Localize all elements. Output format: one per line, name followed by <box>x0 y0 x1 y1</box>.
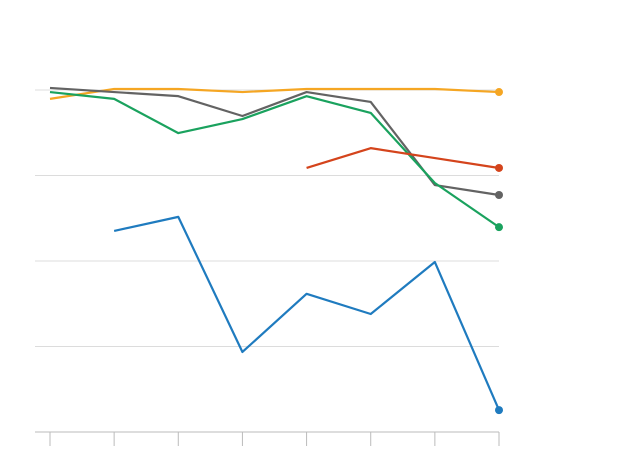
end-point <box>495 163 503 172</box>
end-point <box>495 406 503 415</box>
series-line <box>113 215 501 411</box>
x-axis <box>49 432 500 446</box>
series-line <box>49 87 500 100</box>
lines <box>49 86 503 415</box>
end-point <box>495 190 503 199</box>
end-point <box>495 223 503 232</box>
series-line <box>49 90 500 229</box>
grid <box>35 89 499 433</box>
end-point <box>495 88 503 97</box>
series-line <box>306 147 500 170</box>
